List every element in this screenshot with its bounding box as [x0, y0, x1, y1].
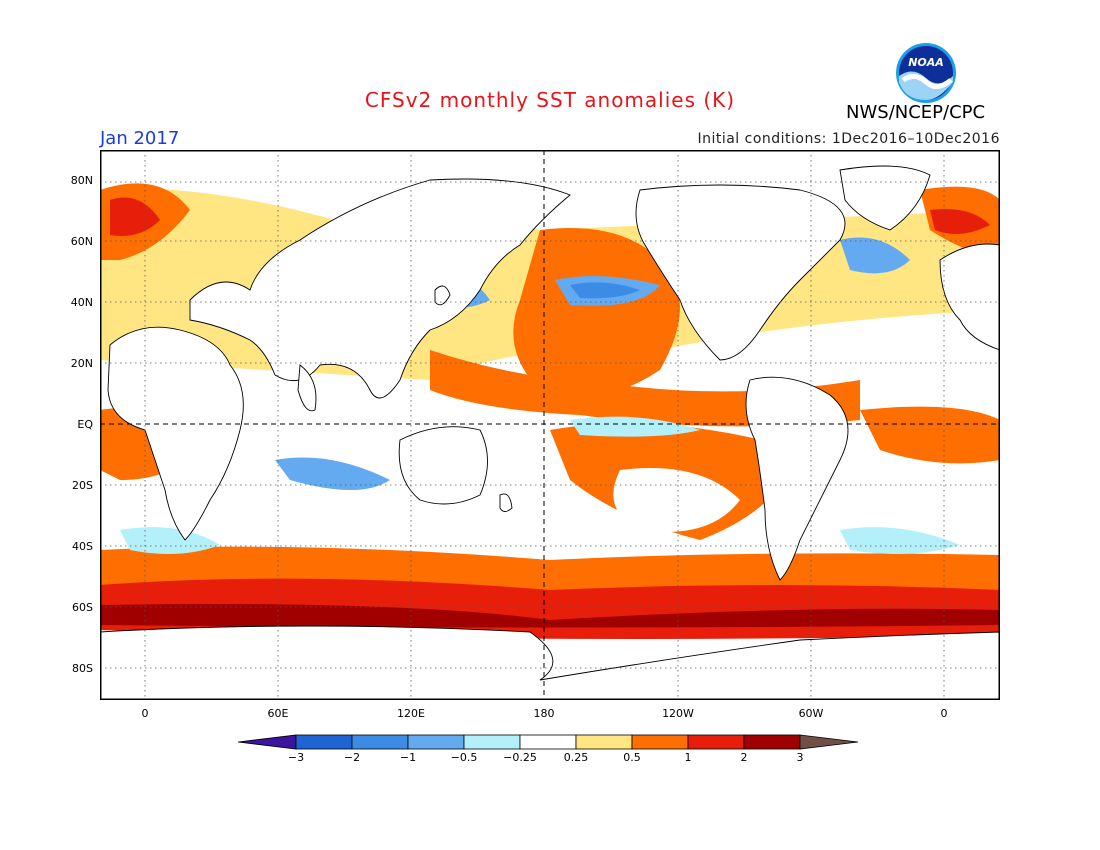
logo-text: NOAA: [908, 56, 944, 69]
colorbar-swatch: [687, 734, 745, 750]
lat-label: 20S: [72, 479, 93, 492]
land-north-america: [635, 184, 846, 361]
colorbar-max-arrow: [799, 734, 859, 750]
colorbar-label: −1: [399, 751, 417, 764]
colorbar-swatch: [743, 734, 801, 750]
lon-label: 0: [141, 707, 149, 720]
lon-label: 120E: [397, 707, 425, 720]
land-japan: [434, 285, 451, 306]
sst-anomaly-map: [100, 150, 1000, 700]
colorbar-swatch: [631, 734, 689, 750]
land-south-america: [745, 376, 849, 581]
forecast-month: Jan 2017: [100, 128, 180, 149]
land-africa: [107, 326, 244, 541]
colorbar-swatch: [351, 734, 409, 750]
gridlines: [100, 150, 1000, 700]
colorbar-label: 2: [740, 751, 748, 764]
colorbar-min-arrow: [238, 734, 297, 750]
lon-label: 120W: [662, 707, 694, 720]
colorbar-swatch: [463, 734, 521, 750]
colorbar-swatch: [295, 734, 353, 750]
land-antarctica: [100, 625, 1000, 700]
colorbar-label: 1: [684, 751, 692, 764]
lat-label: 40N: [70, 296, 93, 309]
colorbar: [238, 734, 859, 750]
colorbar-label: −0.25: [503, 751, 537, 764]
lat-label: EQ: [77, 418, 93, 431]
map-frame: [100, 150, 1000, 700]
colorbar-swatch: [519, 734, 577, 750]
lon-label: 180: [533, 707, 555, 720]
land-india: [297, 364, 317, 412]
colorbar-label: −0.5: [450, 751, 478, 764]
colorbar-swatch: [407, 734, 465, 750]
lat-label: 40S: [72, 540, 93, 553]
colorbar-swatch: [575, 734, 633, 750]
lon-label: 0: [940, 707, 948, 720]
land-eurasia: [189, 178, 571, 399]
colorbar-label: −2: [343, 751, 361, 764]
land-greenland: [839, 165, 931, 231]
lat-label: 80S: [72, 662, 93, 675]
colorbar-label: 0.5: [623, 751, 641, 764]
initial-conditions: Initial conditions: 1Dec2016–10Dec2016: [697, 131, 1000, 147]
lat-label: 20N: [70, 357, 93, 370]
lat-label: 60N: [70, 235, 93, 248]
land-new-zealand: [499, 493, 513, 512]
land-europe-right: [939, 243, 1000, 351]
colorbar-label: 3: [796, 751, 804, 764]
org-label: NWS/NCEP/CPC: [846, 102, 986, 123]
noaa-logo: NOAA: [896, 43, 956, 103]
lat-label: 80N: [70, 174, 93, 187]
lat-label: 60S: [72, 601, 93, 614]
colorbar-label: 0.25: [563, 751, 589, 764]
colorbar-label: −3: [287, 751, 305, 764]
land-australia: [398, 426, 488, 505]
chart-title: CFSv2 monthly SST anomalies (K): [364, 88, 736, 112]
reference-lines: [100, 150, 1000, 700]
lon-label: 60W: [798, 707, 824, 720]
lon-label: 60E: [267, 707, 289, 720]
